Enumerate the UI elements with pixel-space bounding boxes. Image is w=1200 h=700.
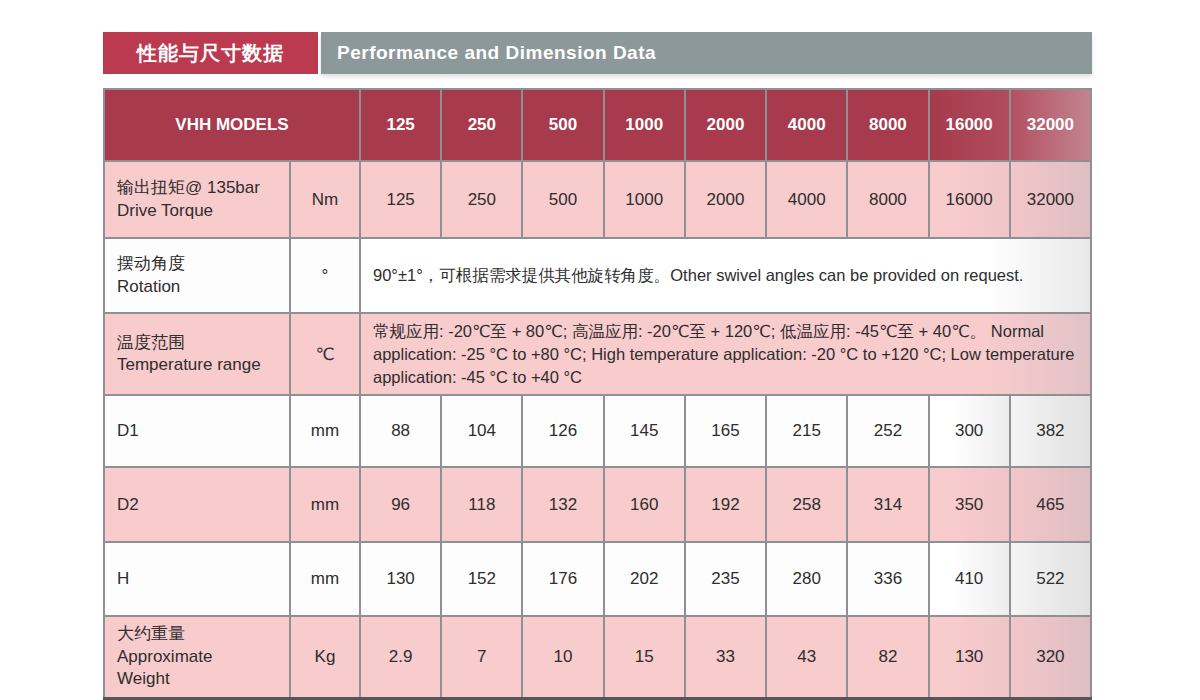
unit-cell: Kg bbox=[290, 616, 360, 699]
row-label-d2: D2 bbox=[104, 467, 290, 542]
row-d1: D1 mm 88 104 126 145 165 215 252 300 382 bbox=[104, 395, 1091, 467]
row-label-drive-torque: 输出扭矩@ 135bar Drive Torque bbox=[104, 161, 290, 238]
value-cell: 132 bbox=[522, 467, 603, 542]
value-cell: 465 bbox=[1010, 467, 1091, 542]
value-cell: 32000 bbox=[1010, 161, 1091, 238]
value-cell: 2.9 bbox=[360, 616, 441, 699]
value-cell: 215 bbox=[766, 395, 847, 467]
row-label-cn: 温度范围 bbox=[117, 332, 279, 354]
row-label-cn: 大约重量 bbox=[117, 623, 279, 645]
header-cell-model-2000: 2000 bbox=[685, 89, 766, 161]
header-cell-model-500: 500 bbox=[522, 89, 603, 161]
value-cell: 96 bbox=[360, 467, 441, 542]
value-cell: 160 bbox=[604, 467, 685, 542]
performance-dimension-table: VHH MODELS 125 250 500 1000 2000 4000 80… bbox=[103, 88, 1092, 700]
value-cell: 104 bbox=[441, 395, 522, 467]
value-cell: 130 bbox=[929, 616, 1010, 699]
value-cell: 165 bbox=[685, 395, 766, 467]
section-title-en: Performance and Dimension Data bbox=[321, 32, 1092, 74]
unit-cell: mm bbox=[290, 467, 360, 542]
value-cell: 8000 bbox=[847, 161, 928, 238]
value-cell: 4000 bbox=[766, 161, 847, 238]
value-cell: 258 bbox=[766, 467, 847, 542]
row-label-rotation: 摆动角度 Rotation bbox=[104, 238, 290, 313]
value-cell: 176 bbox=[522, 542, 603, 616]
value-cell: 33 bbox=[685, 616, 766, 699]
value-cell: 336 bbox=[847, 542, 928, 616]
unit-cell: Nm bbox=[290, 161, 360, 238]
value-cell: 320 bbox=[1010, 616, 1091, 699]
row-label-en: Temperature range bbox=[117, 354, 279, 376]
value-cell: 314 bbox=[847, 467, 928, 542]
datasheet-page: 性能与尺寸数据 Performance and Dimension Data V… bbox=[0, 0, 1200, 700]
row-d2: D2 mm 96 118 132 160 192 258 314 350 465 bbox=[104, 467, 1091, 542]
temperature-note-cn: 常规应用: -20℃至 + 80℃; 高温应用: -20℃至 + 120℃; 低… bbox=[373, 322, 986, 340]
header-cell-model-4000: 4000 bbox=[766, 89, 847, 161]
value-cell: 43 bbox=[766, 616, 847, 699]
header-cell-model-125: 125 bbox=[360, 89, 441, 161]
value-cell: 152 bbox=[441, 542, 522, 616]
value-cell: 118 bbox=[441, 467, 522, 542]
value-cell: 1000 bbox=[604, 161, 685, 238]
row-label-cn: 输出扭矩@ 135bar bbox=[117, 177, 279, 199]
table-header-row: VHH MODELS 125 250 500 1000 2000 4000 80… bbox=[104, 89, 1091, 161]
header-cell-model-32000: 32000 bbox=[1010, 89, 1091, 161]
value-cell: 88 bbox=[360, 395, 441, 467]
value-cell: 130 bbox=[360, 542, 441, 616]
value-cell: 250 bbox=[441, 161, 522, 238]
row-approximate-weight: 大约重量 Approximate Weight Kg 2.9 7 10 15 3… bbox=[104, 616, 1091, 699]
value-cell: 382 bbox=[1010, 395, 1091, 467]
row-label-d1: D1 bbox=[104, 395, 290, 467]
unit-cell: mm bbox=[290, 542, 360, 616]
row-rotation: 摆动角度 Rotation ° 90°±1°，可根据需求提供其他旋转角度。Oth… bbox=[104, 238, 1091, 313]
value-cell: 82 bbox=[847, 616, 928, 699]
row-label-en: Approximate Weight bbox=[117, 646, 237, 691]
rotation-note-cell: 90°±1°，可根据需求提供其他旋转角度。Other swivel angles… bbox=[360, 238, 1091, 313]
section-title-cn: 性能与尺寸数据 bbox=[103, 32, 318, 74]
row-label-weight: 大约重量 Approximate Weight bbox=[104, 616, 290, 699]
row-label-en: Drive Torque bbox=[117, 200, 279, 222]
row-label-en: Rotation bbox=[117, 276, 279, 298]
row-h: H mm 130 152 176 202 235 280 336 410 522 bbox=[104, 542, 1091, 616]
row-label-cn: 摆动角度 bbox=[117, 253, 279, 275]
value-cell: 202 bbox=[604, 542, 685, 616]
header-cell-model-250: 250 bbox=[441, 89, 522, 161]
header-cell-model-8000: 8000 bbox=[847, 89, 928, 161]
value-cell: 235 bbox=[685, 542, 766, 616]
value-cell: 2000 bbox=[685, 161, 766, 238]
row-label-temperature: 温度范围 Temperature range bbox=[104, 313, 290, 395]
unit-cell: ° bbox=[290, 238, 360, 313]
value-cell: 300 bbox=[929, 395, 1010, 467]
value-cell: 522 bbox=[1010, 542, 1091, 616]
row-temperature-range: 温度范围 Temperature range ℃ 常规应用: -20℃至 + 8… bbox=[104, 313, 1091, 395]
value-cell: 126 bbox=[522, 395, 603, 467]
row-label-h: H bbox=[104, 542, 290, 616]
value-cell: 500 bbox=[522, 161, 603, 238]
value-cell: 192 bbox=[685, 467, 766, 542]
value-cell: 145 bbox=[604, 395, 685, 467]
temperature-note-cell: 常规应用: -20℃至 + 80℃; 高温应用: -20℃至 + 120℃; 低… bbox=[360, 313, 1091, 395]
header-cell-model-1000: 1000 bbox=[604, 89, 685, 161]
value-cell: 7 bbox=[441, 616, 522, 699]
section-title-bar: 性能与尺寸数据 Performance and Dimension Data bbox=[103, 32, 1092, 74]
value-cell: 10 bbox=[522, 616, 603, 699]
value-cell: 280 bbox=[766, 542, 847, 616]
header-cell-vhh-models: VHH MODELS bbox=[104, 89, 360, 161]
value-cell: 15 bbox=[604, 616, 685, 699]
unit-cell: ℃ bbox=[290, 313, 360, 395]
header-cell-model-16000: 16000 bbox=[929, 89, 1010, 161]
value-cell: 252 bbox=[847, 395, 928, 467]
row-drive-torque: 输出扭矩@ 135bar Drive Torque Nm 125 250 500… bbox=[104, 161, 1091, 238]
value-cell: 16000 bbox=[929, 161, 1010, 238]
value-cell: 410 bbox=[929, 542, 1010, 616]
value-cell: 350 bbox=[929, 467, 1010, 542]
value-cell: 125 bbox=[360, 161, 441, 238]
unit-cell: mm bbox=[290, 395, 360, 467]
